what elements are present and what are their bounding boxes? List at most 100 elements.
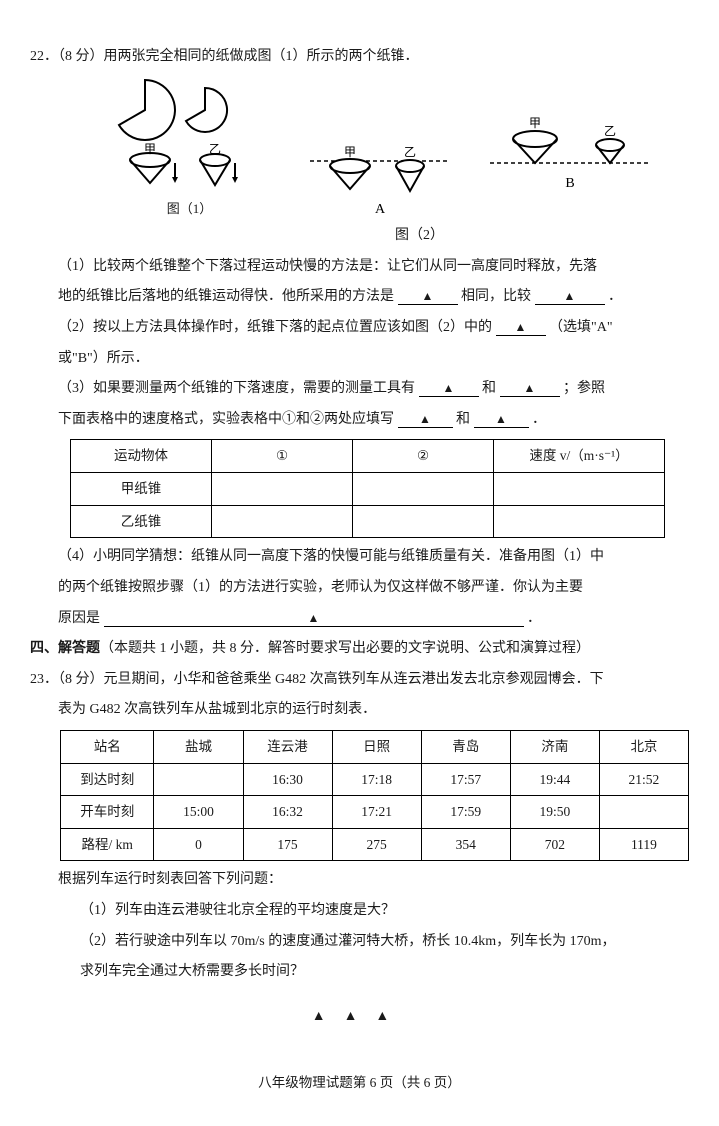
q22-p3-a: （3）如果要测量两个纸锥的下落速度，需要的测量工具有 bbox=[58, 381, 415, 396]
cell: 0 bbox=[154, 828, 243, 861]
table-row: 甲纸锥 bbox=[71, 473, 665, 506]
q23-number: 23． bbox=[30, 672, 58, 687]
q22-p2-c: 或"B"）所示． bbox=[58, 351, 149, 366]
q23-h-c4: 青岛 bbox=[421, 730, 510, 763]
fig2-B: 甲 乙 B . bbox=[485, 115, 655, 222]
q22-part3: （3）如果要测量两个纸锥的下落速度，需要的测量工具有 ▲ 和 ▲ ；参照 bbox=[30, 376, 689, 403]
diag-A-label: A bbox=[374, 202, 385, 217]
q23-stem: 23．（8 分）元旦期间，小华和爸爸乘坐 G482 次高铁列车从连云港出发去北京… bbox=[30, 667, 689, 694]
q22-part4: （4）小明同学猜想：纸锥从同一高度下落的快慢可能与纸锥质量有关．准备用图（1）中 bbox=[30, 544, 689, 571]
label-yi-1: 乙 bbox=[208, 142, 220, 156]
svg-text:甲: 甲 bbox=[528, 116, 540, 130]
q22-th-1: 运动物体 bbox=[71, 440, 212, 473]
cell: 17:59 bbox=[421, 796, 510, 829]
cell: 21:52 bbox=[599, 763, 688, 796]
q22-number: 22． bbox=[30, 49, 58, 64]
q22-p3-f: ． bbox=[532, 412, 546, 427]
q23-p2a: （2）若行驶途中列车以 70m/s 的速度通过灌河特大桥，桥长 10.4km，列… bbox=[30, 929, 689, 956]
q22-th-4: 速度 v/（m·s⁻¹） bbox=[494, 440, 665, 473]
fig2-label: 图（2） bbox=[150, 223, 689, 250]
section4-title: 四、解答题 bbox=[30, 641, 100, 656]
q22-r1: 甲纸锥 bbox=[71, 473, 212, 506]
q23-points: （8 分） bbox=[58, 672, 104, 687]
fig1-group: 甲 乙 图（1） bbox=[105, 75, 275, 222]
q22-p3-c: ；参照 bbox=[563, 381, 605, 396]
page-footer: 八年级物理试题第 6 页（共 6 页） bbox=[30, 1070, 689, 1096]
cell: 275 bbox=[332, 828, 421, 861]
label-jia-1: 甲 bbox=[143, 142, 155, 156]
diag-B-label: B bbox=[565, 176, 574, 191]
q22-table: 运动物体 ① ② 速度 v/（m·s⁻¹） 甲纸锥 乙纸锥 bbox=[70, 439, 665, 538]
cell: 15:00 bbox=[154, 796, 243, 829]
fig2a-svg: 甲 乙 A bbox=[305, 141, 455, 221]
q22-p3-d: 下面表格中的速度格式，实验表格中①和②两处应填写 bbox=[58, 412, 394, 427]
q22-p4-a: （4）小明同学猜想：纸锥从同一高度下落的快慢可能与纸锥质量有关．准备用图（1）中 bbox=[58, 549, 604, 564]
q22-part4c: 原因是 ▲ ． bbox=[30, 606, 689, 633]
q22-stem: 22．（8 分）用两张完全相同的纸做成图（1）所示的两个纸锥． bbox=[30, 44, 689, 71]
table-row: 路程/ km 0 175 275 354 702 1119 bbox=[61, 828, 689, 861]
q22-p4-b: 的两个纸锥按照步骤（1）的方法进行实验，老师认为仅这样做不够严谨．你认为主要 bbox=[58, 580, 583, 595]
q23-after-table: 根据列车运行时刻表回答下列问题： bbox=[30, 867, 689, 894]
blank-8: ▲ bbox=[104, 612, 524, 627]
q22-part1b: 地的纸锥比后落地的纸锥运动得快．他所采用的方法是 ▲ 相同，比较 ▲ ． bbox=[30, 284, 689, 311]
q23-r-arrive: 到达时刻 bbox=[61, 763, 154, 796]
table-row: 站名 盐城 连云港 日照 青岛 济南 北京 bbox=[61, 730, 689, 763]
q22-th-3: ② bbox=[353, 440, 494, 473]
q22-p1-b: 地的纸锥比后落地的纸锥运动得快．他所采用的方法是 bbox=[58, 289, 394, 304]
cell: 19:44 bbox=[510, 763, 599, 796]
q23-h-c3: 日照 bbox=[332, 730, 421, 763]
cell bbox=[599, 796, 688, 829]
q23-h-c2: 连云港 bbox=[243, 730, 332, 763]
q22-p1-a: （1）比较两个纸锥整个下落过程运动快慢的方法是：让它们从同一高度同时释放，先落 bbox=[58, 259, 597, 274]
cell: 17:18 bbox=[332, 763, 421, 796]
end-triangles: ▲▲▲ bbox=[30, 1004, 689, 1031]
cell: 19:50 bbox=[510, 796, 599, 829]
cell bbox=[154, 763, 243, 796]
fig1-label: 图（1） bbox=[105, 197, 275, 222]
cell: 1119 bbox=[599, 828, 688, 861]
q23-p2b: 求列车完全通过大桥需要多长时间？ bbox=[30, 959, 689, 986]
cell: 17:21 bbox=[332, 796, 421, 829]
q22-stem-text: 用两张完全相同的纸做成图（1）所示的两个纸锥． bbox=[104, 49, 419, 64]
section4-note: （本题共 1 小题，共 8 分．解答时要求写出必要的文字说明、公式和演算过程） bbox=[100, 641, 590, 656]
cell: 16:32 bbox=[243, 796, 332, 829]
q23-stem-a: 元旦期间，小华和爸爸乘坐 G482 次高铁列车从连云港出发去北京参观园博会．下 bbox=[104, 672, 604, 687]
q22-p4-d: ． bbox=[527, 611, 541, 626]
q22-part2: （2）按以上方法具体操作时，纸锥下落的起点位置应该如图（2）中的 ▲ （选填"A… bbox=[30, 315, 689, 342]
q23-table: 站名 盐城 连云港 日照 青岛 济南 北京 到达时刻 16:30 17:18 1… bbox=[60, 730, 689, 862]
q22-th-2: ① bbox=[212, 440, 353, 473]
q22-p1-c: 相同，比较 bbox=[461, 289, 531, 304]
blank-4: ▲ bbox=[419, 382, 479, 397]
q22-part3d: 下面表格中的速度格式，实验表格中①和②两处应填写 ▲ 和 ▲ ． bbox=[30, 407, 689, 434]
tri-icon: ▲ bbox=[375, 1009, 407, 1024]
q23-stem-b-text: 表为 G482 次高铁列车从盐城到北京的运行时刻表． bbox=[58, 702, 376, 717]
q22-p4-c: 原因是 bbox=[58, 611, 100, 626]
q22-points: （8 分） bbox=[58, 49, 104, 64]
q22-p3-e: 和 bbox=[456, 412, 470, 427]
blank-6: ▲ bbox=[398, 413, 453, 428]
blank-7: ▲ bbox=[474, 413, 529, 428]
cell: 354 bbox=[421, 828, 510, 861]
table-row: 运动物体 ① ② 速度 v/（m·s⁻¹） bbox=[71, 440, 665, 473]
q23-p1: （1）列车由连云港驶往北京全程的平均速度是大？ bbox=[30, 898, 689, 925]
tri-icon: ▲ bbox=[312, 1009, 344, 1024]
table-row: 到达时刻 16:30 17:18 17:57 19:44 21:52 bbox=[61, 763, 689, 796]
blank-3: ▲ bbox=[496, 321, 546, 336]
svg-text:乙: 乙 bbox=[603, 124, 615, 138]
q22-r2: 乙纸锥 bbox=[71, 505, 212, 538]
fig2-A: 甲 乙 A bbox=[305, 141, 455, 221]
cell: 16:30 bbox=[243, 763, 332, 796]
q22-figures: 甲 乙 图（1） 甲 乙 A bbox=[70, 75, 689, 222]
svg-text:甲: 甲 bbox=[343, 145, 355, 159]
q23-h-c6: 北京 bbox=[599, 730, 688, 763]
q22-part4b: 的两个纸锥按照步骤（1）的方法进行实验，老师认为仅这样做不够严谨．你认为主要 bbox=[30, 575, 689, 602]
blank-1: ▲ bbox=[398, 290, 458, 305]
table-row: 乙纸锥 bbox=[71, 505, 665, 538]
q22-p1-d: ． bbox=[608, 289, 622, 304]
q23-stem-b: 表为 G482 次高铁列车从盐城到北京的运行时刻表． bbox=[30, 697, 689, 724]
svg-text:乙: 乙 bbox=[403, 145, 415, 159]
table-row: 开车时刻 15:00 16:32 17:21 17:59 19:50 bbox=[61, 796, 689, 829]
q23-r-dist: 路程/ km bbox=[61, 828, 154, 861]
q22-p3-b: 和 bbox=[482, 381, 496, 396]
blank-5: ▲ bbox=[500, 382, 560, 397]
